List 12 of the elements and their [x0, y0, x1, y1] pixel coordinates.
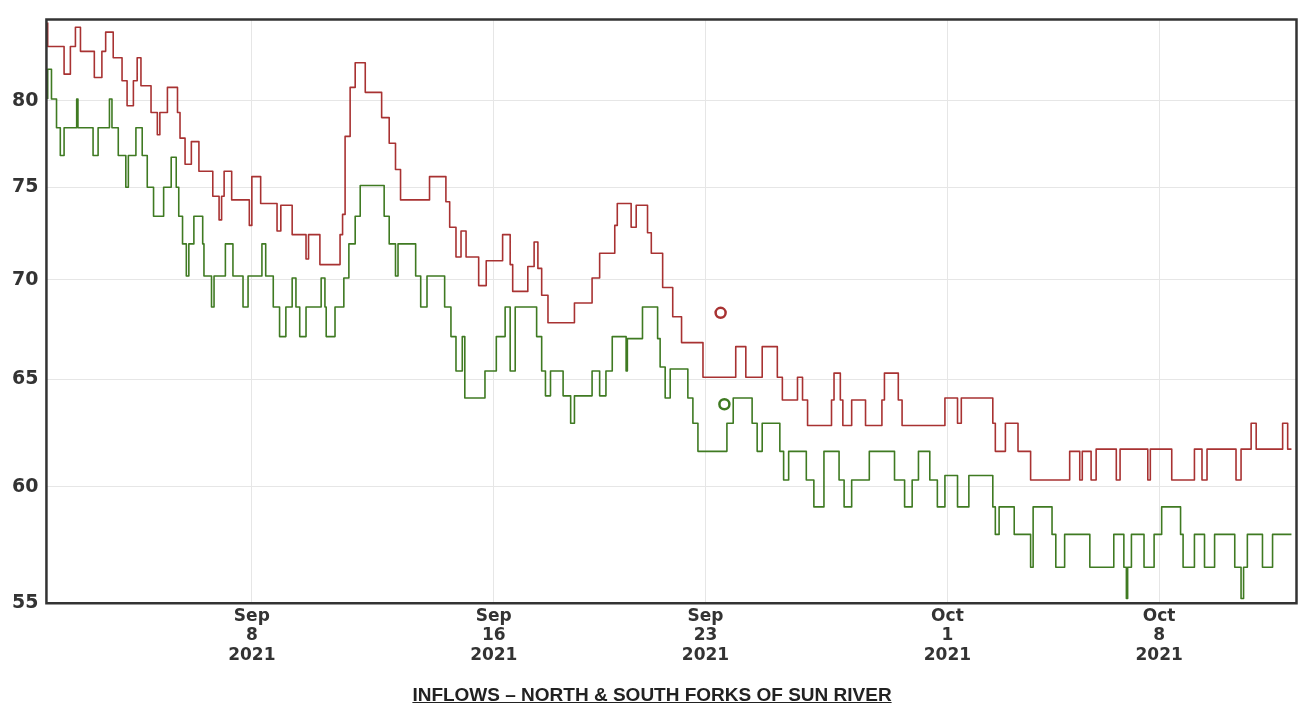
- x-tick-label: Oct 1 2021: [923, 604, 972, 664]
- y-tick-label: 65: [11, 366, 39, 389]
- y-tick-label: 55: [11, 590, 39, 613]
- x-tick-label: Oct 8 2021: [1135, 604, 1183, 664]
- text: INFLOWS – NORTH & SOUTH FORKS OF SUN RIVER: [411, 684, 893, 706]
- y-tick-label: 80: [11, 87, 39, 110]
- x-tick-label: Sep 16 2021: [470, 604, 518, 664]
- y-tick-label: 60: [11, 473, 39, 496]
- x-tick-label: Sep 23 2021: [681, 604, 730, 664]
- x-tick-label: Sep 8 2021: [228, 604, 276, 664]
- y-tick-label: 70: [11, 266, 39, 289]
- y-tick-label: 75: [11, 174, 39, 197]
